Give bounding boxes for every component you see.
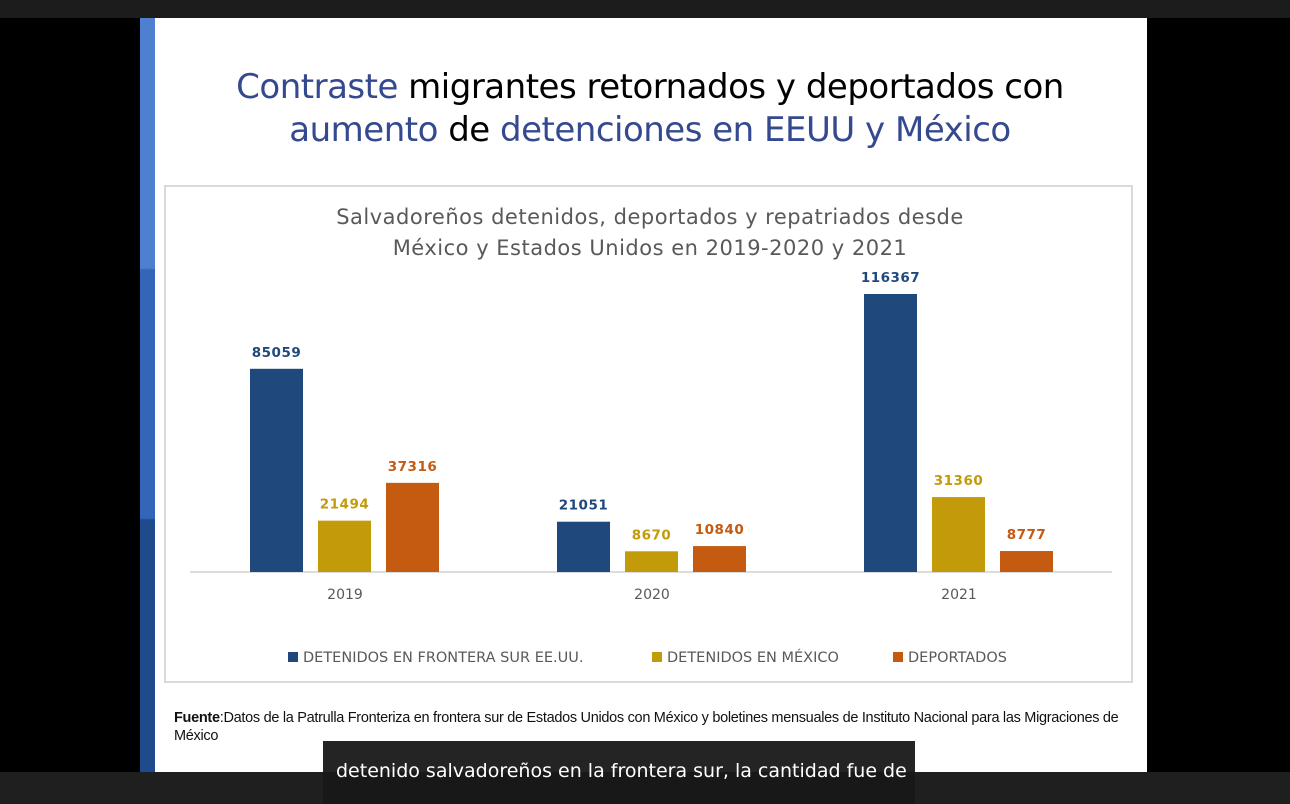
slide-accent-strip — [140, 18, 155, 772]
data-label: 21051 — [559, 498, 608, 514]
bar-2020-3 — [693, 546, 746, 572]
data-label: 116367 — [861, 270, 920, 286]
data-label: 21494 — [320, 497, 369, 513]
bar-2020-1 — [557, 521, 610, 572]
x-tick-label: 2019 — [327, 587, 363, 603]
source-label: Fuente — [174, 710, 220, 726]
title-part: Contraste — [236, 67, 398, 107]
data-label: 8777 — [1007, 527, 1047, 543]
x-tick-label: 2021 — [941, 587, 977, 603]
title-part: de — [437, 110, 501, 150]
legend-swatch — [893, 652, 903, 662]
title-part: migrantes retornados y deportados con — [397, 67, 1064, 107]
bar-2019-1 — [250, 368, 303, 572]
legend-label: DETENIDOS EN FRONTERA SUR EE.UU. — [303, 650, 583, 666]
source-text: :Datos de la Patrulla Fronteriza en fron… — [174, 710, 1119, 744]
presentation-slide: Contraste migrantes retornados y deporta… — [140, 18, 1147, 772]
legend-swatch — [288, 652, 298, 662]
bar-2021-3 — [1000, 551, 1053, 572]
data-label: 10840 — [695, 522, 744, 538]
video-caption: detenido salvadoreños en la frontera sur… — [323, 741, 915, 804]
bar-2019-3 — [386, 482, 439, 572]
title-part: aumento — [289, 110, 438, 150]
title-part: detenciones en EEUU y México — [500, 110, 1011, 150]
chart-title-line2: México y Estados Unidos en 2019-2020 y 2… — [393, 236, 908, 260]
source-note: Fuente:Datos de la Patrulla Fronteriza e… — [174, 709, 1134, 745]
data-label: 31360 — [934, 473, 983, 489]
data-label: 8670 — [632, 527, 672, 543]
bar-2021-1 — [864, 294, 917, 572]
top-bar — [0, 0, 1290, 18]
bar-2020-2 — [625, 551, 678, 572]
bar-2019-2 — [318, 520, 371, 572]
chart-title-line1: Salvadoreños detenidos, deportados y rep… — [336, 205, 964, 229]
data-label: 37316 — [388, 459, 437, 475]
chart-container: Salvadoreños detenidos, deportados y rep… — [164, 185, 1133, 683]
bar-2021-2 — [932, 497, 985, 572]
legend-label: DETENIDOS EN MÉXICO — [667, 649, 839, 666]
legend-swatch — [652, 652, 662, 662]
data-label: 85059 — [252, 345, 301, 361]
legend-label: DEPORTADOS — [908, 650, 1007, 666]
bar-chart: Salvadoreños detenidos, deportados y rep… — [190, 205, 1112, 666]
slide-title: Contraste migrantes retornados y deporta… — [170, 66, 1130, 152]
x-tick-label: 2020 — [634, 587, 670, 603]
